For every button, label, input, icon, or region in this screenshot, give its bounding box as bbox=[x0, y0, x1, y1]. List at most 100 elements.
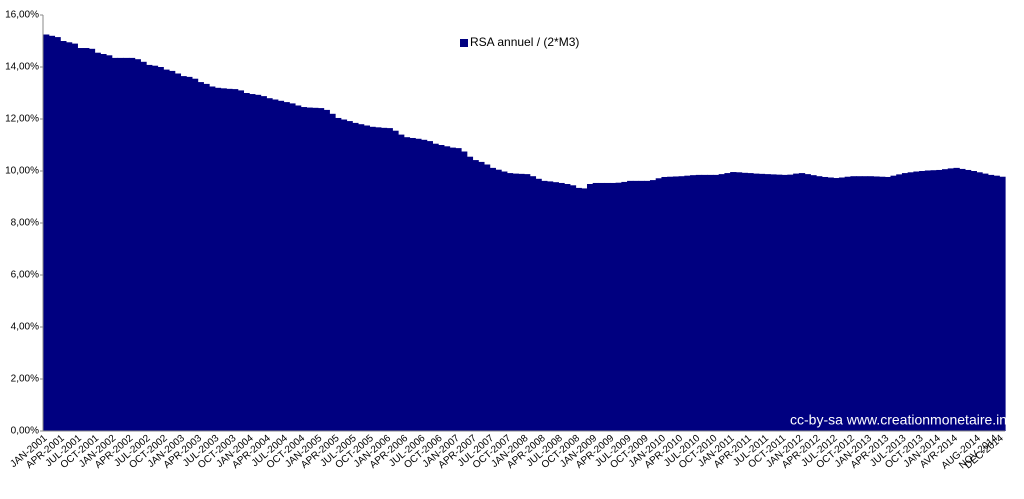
bar bbox=[741, 172, 748, 431]
legend-label: RSA annuel / (2*M3) bbox=[470, 35, 579, 49]
bar bbox=[678, 176, 685, 431]
bar bbox=[581, 188, 588, 431]
bar bbox=[575, 187, 582, 431]
bar bbox=[54, 37, 61, 431]
bar bbox=[758, 173, 766, 432]
bar bbox=[627, 180, 634, 431]
bar bbox=[403, 137, 411, 431]
bar bbox=[919, 171, 926, 431]
bar bbox=[844, 176, 851, 431]
bar bbox=[838, 177, 846, 431]
bar bbox=[947, 168, 955, 431]
bar bbox=[512, 173, 519, 431]
bar bbox=[443, 146, 451, 432]
bar bbox=[432, 143, 439, 431]
bar bbox=[667, 176, 674, 431]
bar bbox=[449, 147, 456, 431]
bar bbox=[105, 55, 113, 432]
bar bbox=[621, 181, 628, 431]
bar bbox=[598, 182, 605, 431]
bar bbox=[140, 61, 147, 432]
bar bbox=[249, 94, 256, 431]
bar bbox=[94, 52, 101, 431]
bar bbox=[564, 184, 571, 431]
bar bbox=[88, 48, 96, 432]
bar bbox=[300, 107, 308, 431]
bar bbox=[781, 174, 789, 431]
bar bbox=[312, 107, 319, 431]
bar bbox=[266, 98, 273, 431]
bar bbox=[718, 174, 726, 431]
bar bbox=[415, 138, 422, 431]
bar bbox=[953, 167, 960, 431]
bar bbox=[48, 35, 56, 432]
bar bbox=[168, 70, 176, 432]
y-tick-label: 8,00% bbox=[11, 218, 39, 229]
bar bbox=[644, 180, 651, 431]
bar bbox=[936, 169, 943, 431]
bar bbox=[151, 65, 159, 431]
bar bbox=[833, 178, 840, 431]
bar bbox=[409, 137, 416, 432]
legend-swatch bbox=[460, 39, 468, 47]
bar bbox=[495, 169, 502, 431]
bar bbox=[186, 76, 193, 431]
bar bbox=[707, 174, 714, 431]
bar bbox=[369, 126, 376, 432]
bar bbox=[438, 145, 445, 431]
bar bbox=[586, 184, 594, 431]
bar bbox=[363, 125, 370, 431]
bar bbox=[770, 174, 777, 431]
y-tick-label: 12,00% bbox=[5, 114, 39, 125]
bar bbox=[609, 182, 617, 431]
bar bbox=[226, 88, 233, 431]
bar bbox=[157, 67, 164, 431]
bar bbox=[999, 176, 1006, 431]
bar bbox=[592, 182, 600, 431]
bar bbox=[861, 176, 869, 431]
bar bbox=[993, 175, 1000, 431]
bar bbox=[775, 174, 783, 431]
bar bbox=[816, 176, 823, 431]
bar bbox=[197, 82, 204, 431]
bar bbox=[180, 76, 187, 431]
bar bbox=[546, 181, 554, 431]
bar bbox=[220, 88, 227, 431]
bar bbox=[684, 175, 691, 431]
bar bbox=[478, 161, 485, 431]
bar bbox=[483, 164, 491, 431]
bar bbox=[942, 169, 949, 431]
y-tick-label: 10,00% bbox=[5, 166, 39, 177]
bar bbox=[335, 117, 342, 432]
bar bbox=[753, 173, 760, 431]
bar bbox=[701, 174, 708, 431]
bar bbox=[231, 89, 239, 431]
bar bbox=[850, 176, 857, 431]
bar bbox=[289, 103, 296, 432]
bar bbox=[71, 43, 78, 431]
bar bbox=[272, 99, 279, 431]
bar bbox=[43, 34, 50, 431]
bar bbox=[793, 173, 800, 431]
bar bbox=[787, 174, 794, 431]
bar bbox=[501, 171, 508, 431]
bar bbox=[821, 176, 829, 431]
y-tick-label: 14,00% bbox=[5, 62, 39, 73]
bar bbox=[254, 94, 262, 431]
bar bbox=[323, 109, 330, 432]
bar bbox=[730, 172, 737, 432]
bar bbox=[455, 148, 462, 431]
bar bbox=[735, 172, 743, 432]
bar bbox=[964, 169, 972, 431]
bar bbox=[146, 64, 153, 432]
bar bbox=[884, 176, 892, 431]
bar bbox=[747, 173, 754, 431]
bar bbox=[420, 139, 428, 432]
bar bbox=[466, 156, 474, 431]
bar bbox=[672, 176, 680, 431]
bar bbox=[426, 141, 433, 431]
bar bbox=[340, 119, 348, 432]
bar bbox=[896, 174, 903, 431]
